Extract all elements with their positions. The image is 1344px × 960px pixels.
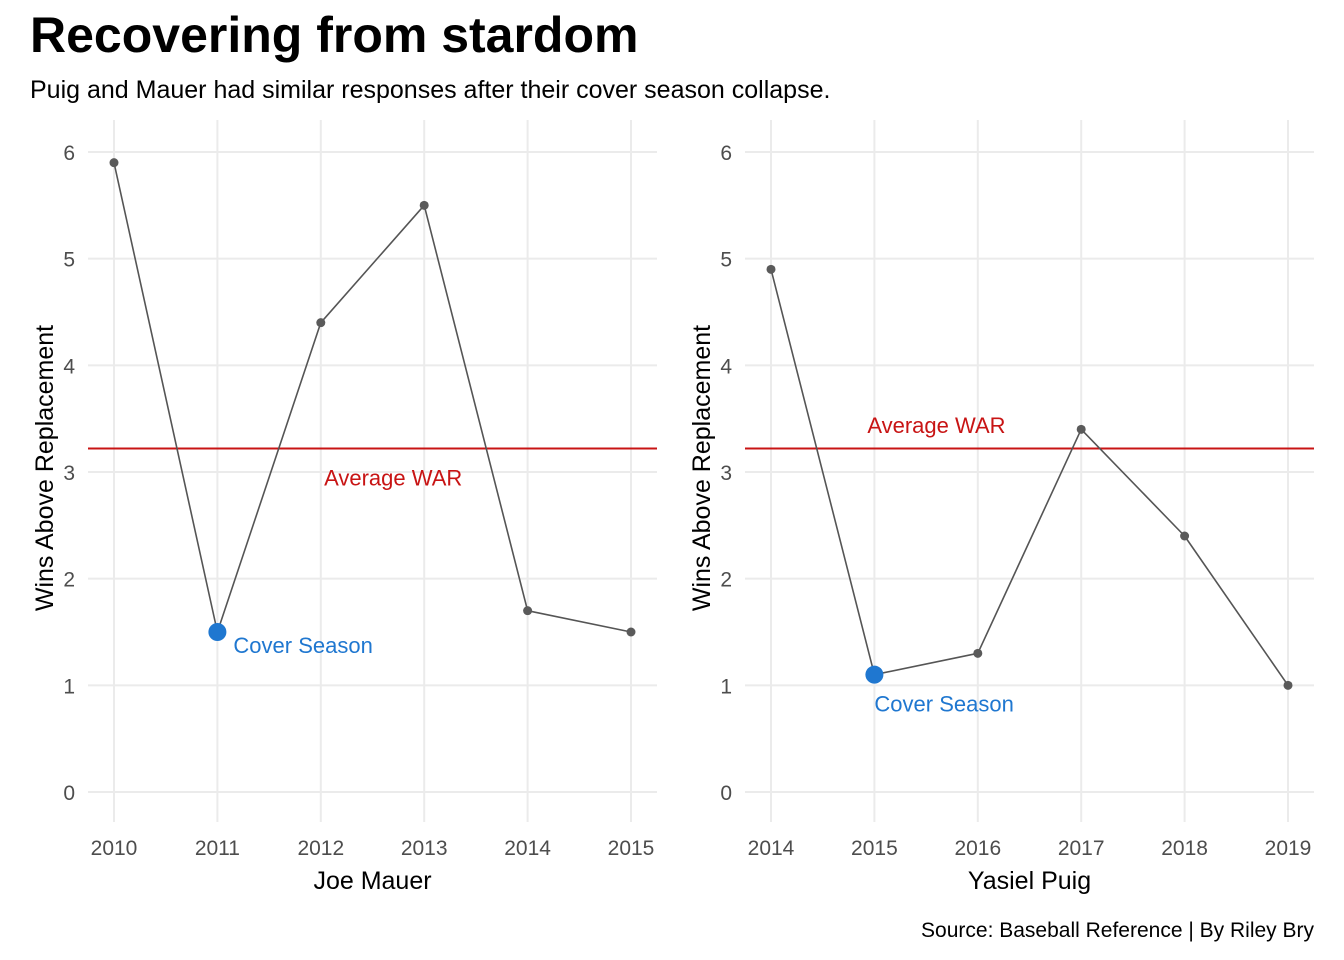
chart-caption: Source: Baseball Reference | By Riley Br… — [921, 919, 1314, 942]
gridlines — [88, 120, 657, 822]
data-point — [316, 318, 326, 328]
chart-subtitle: Puig and Mauer had similar responses aft… — [30, 76, 831, 104]
data-point — [419, 200, 429, 210]
x-tick-label: 2010 — [91, 837, 138, 860]
data-point — [766, 264, 776, 274]
y-tick-label: 5 — [720, 249, 732, 272]
chart-panel-1: 0 1 2 3 4 5 6 2010 2011 2012 2013 2014 2015 Joe Mauer… — [31, 120, 657, 895]
average-war-label: Average WAR — [867, 413, 1005, 438]
data-point — [1283, 680, 1293, 690]
x-tick-label: 2015 — [851, 837, 898, 860]
y-tick-label: 6 — [63, 142, 75, 165]
cover-season-label: Cover Season — [874, 692, 1013, 717]
data-point — [626, 627, 636, 637]
x-tick-label: 2012 — [297, 837, 344, 860]
data-point — [1076, 424, 1086, 434]
y-axis-title: Wins Above Replacement — [688, 325, 716, 611]
data-point — [523, 606, 533, 616]
y-tick-label: 3 — [720, 462, 732, 485]
series-line — [113, 162, 632, 633]
x-axis-title: Joe Mauer — [313, 867, 431, 895]
x-tick-label: 2014 — [748, 837, 795, 860]
cover-season-point — [208, 623, 227, 641]
x-tick-label: 2018 — [1161, 837, 1208, 860]
x-tick-label: 2016 — [954, 837, 1001, 860]
x-tick-label: 2013 — [401, 837, 448, 860]
y-tick-label: 1 — [63, 675, 75, 698]
y-tick-label: 5 — [63, 249, 75, 272]
y-tick-label: 0 — [720, 782, 732, 805]
data-point — [1180, 531, 1190, 541]
x-tick-label: 2017 — [1058, 837, 1105, 860]
y-tick-label: 2 — [63, 569, 75, 592]
chart-panel-2: 0 1 2 3 4 5 6 2014 2015 2016 2017 2018 2019 Yasiel Pu… — [688, 120, 1314, 895]
x-tick-label: 2015 — [608, 837, 655, 860]
series-line — [770, 269, 1289, 686]
y-tick-label: 2 — [720, 569, 732, 592]
y-axis-title: Wins Above Replacement — [31, 325, 59, 611]
average-war-label: Average WAR — [324, 465, 462, 490]
y-tick-label: 0 — [63, 782, 75, 805]
y-tick-label: 1 — [720, 675, 732, 698]
y-tick-label: 4 — [63, 355, 75, 378]
gridlines — [745, 120, 1314, 822]
y-tick-label: 6 — [720, 142, 732, 165]
x-tick-label: 2014 — [504, 837, 551, 860]
data-point — [973, 648, 983, 658]
x-axis-title: Yasiel Puig — [968, 867, 1091, 895]
cover-season-label: Cover Season — [233, 633, 372, 658]
y-tick-label: 4 — [720, 355, 732, 378]
chart-title: Recovering from stardom — [30, 7, 639, 63]
y-tick-label: 3 — [63, 462, 75, 485]
x-tick-label: 2019 — [1265, 837, 1312, 860]
cover-season-point — [865, 665, 884, 684]
x-tick-label: 2011 — [195, 837, 240, 860]
data-point — [109, 158, 119, 168]
